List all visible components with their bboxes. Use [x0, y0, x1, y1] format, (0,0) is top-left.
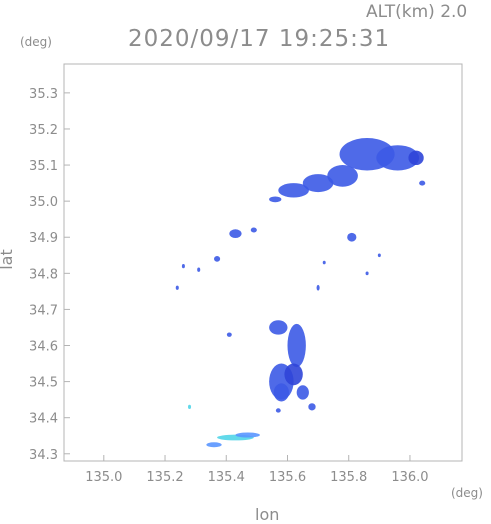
echo-cells	[175, 137, 426, 448]
y-tick-label: 35.0	[29, 195, 58, 210]
x-tick-label: 135.4	[208, 470, 245, 485]
echo-cell	[275, 408, 281, 413]
y-tick-label: 34.7	[29, 303, 58, 318]
echo-cell	[175, 285, 179, 290]
echo-cell	[347, 232, 357, 242]
echo-cell	[296, 385, 309, 400]
echo-cell	[302, 174, 334, 193]
echo-cell	[273, 383, 290, 402]
x-tick-label: 136.0	[391, 470, 428, 485]
echo-cell	[187, 404, 192, 410]
plot-frame	[63, 63, 463, 462]
echo-cell	[269, 196, 282, 203]
y-tick-label: 34.4	[29, 412, 58, 427]
echo-cell	[197, 267, 201, 272]
axis-ticks: 135.0 135.2 135.4 135.6 135.8 136.0 34.3 34.4 34…	[29, 87, 429, 485]
echo-cell	[278, 183, 309, 198]
echo-cell	[322, 260, 326, 265]
timestamp-title: 2020/09/17 19:25:31	[128, 26, 391, 52]
y-tick-label: 34.3	[29, 448, 58, 463]
y-tick-label: 35.1	[29, 159, 58, 174]
echo-cell	[226, 332, 232, 337]
y-tick-label: 34.6	[29, 340, 58, 355]
echo-cell	[365, 271, 369, 276]
echo-cell	[250, 227, 257, 233]
echo-cell	[287, 323, 306, 368]
x-tick-label: 135.8	[330, 470, 367, 485]
echo-cell	[181, 263, 185, 269]
echo-cell	[269, 320, 288, 335]
y-tick-label: 34.9	[29, 231, 58, 246]
x-tick-label: 135.0	[85, 470, 122, 485]
echo-cell	[229, 229, 242, 238]
echo-cell	[235, 432, 260, 438]
echo-cell	[376, 145, 420, 171]
y-tick-label: 35.2	[29, 123, 58, 138]
y-tick-label: 34.5	[29, 376, 58, 391]
y-tick-label: 35.3	[29, 87, 58, 102]
x-tick-label: 135.2	[146, 470, 183, 485]
echo-cell	[214, 256, 221, 262]
y-unit-label: (deg)	[20, 35, 52, 49]
echo-cell	[284, 363, 303, 386]
echo-cell	[308, 403, 316, 411]
echo-cell	[377, 253, 381, 258]
y-tick-label: 34.8	[29, 267, 58, 282]
x-axis-label: lon	[255, 505, 280, 524]
x-tick-label: 135.6	[269, 470, 306, 485]
echo-cell	[419, 180, 426, 186]
altitude-label: ALT(km) 2.0	[366, 2, 468, 22]
echo-cell	[327, 165, 358, 187]
echo-cell	[408, 150, 424, 166]
echo-cell	[206, 442, 222, 448]
echo-cell	[316, 284, 320, 291]
x-unit-label: (deg)	[451, 486, 483, 500]
